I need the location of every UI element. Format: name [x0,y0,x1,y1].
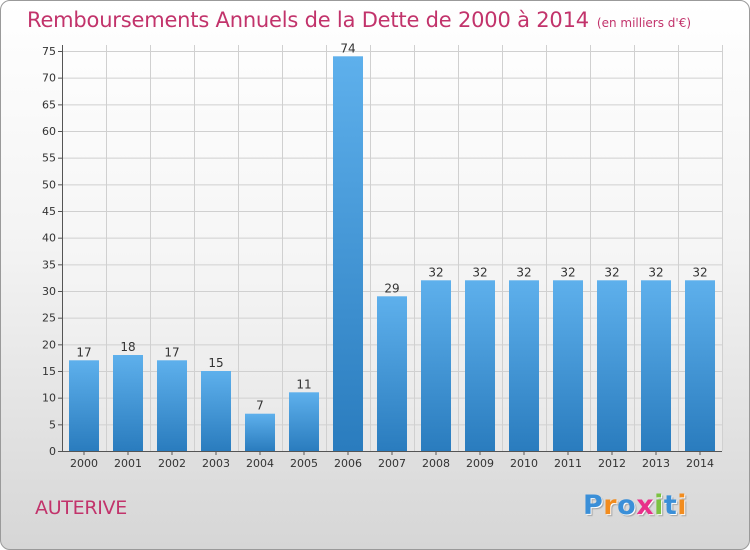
x-tick-label: 2011 [554,457,582,470]
y-tick-label: 55 [42,152,56,165]
axes: 0 5 10 15 20 25 30 35 40 45 50 55 60 65 70 75 2000 2001 20… [42,45,722,470]
bar-value-label: 32 [604,265,619,279]
logo-letter: o [617,490,637,521]
x-tick-label: 2002 [158,457,186,470]
x-tick-label: 2010 [510,457,538,470]
y-tick-label: 60 [42,125,56,138]
y-tick-label: 30 [42,285,56,298]
y-tick-label: 15 [42,365,56,378]
bar [69,360,99,451]
x-tick-label: 2009 [466,457,494,470]
bar-value-label: 74 [340,41,355,55]
x-tick-label: 2008 [422,457,450,470]
bar [245,413,275,451]
bar-value-label: 11 [296,377,311,391]
y-tick-label: 5 [49,418,56,431]
proxiti-logo[interactable]: Proxiti [583,490,687,521]
bar [421,280,451,451]
x-tick-label: 2004 [246,457,274,470]
y-tick-label: 75 [42,45,56,58]
bar-value-label: 32 [560,265,575,279]
x-tick-label: 2014 [686,457,714,470]
bar-value-label: 32 [472,265,487,279]
bar-value-label: 32 [692,265,707,279]
bar-value-label: 18 [120,340,135,354]
logo-letter: x [636,490,655,521]
x-tick-label: 2012 [598,457,626,470]
bar [641,280,671,451]
bar [465,280,495,451]
bars [69,56,715,452]
x-tick-label: 2000 [70,457,98,470]
y-tick-label: 20 [42,338,56,351]
bar-value-label: 29 [384,281,399,295]
y-tick-label: 70 [42,72,56,85]
bar [597,280,627,451]
x-tick-label: 2005 [290,457,318,470]
town-name: AUTERIVE [35,497,127,519]
bar-value-label: 32 [428,265,443,279]
y-tick-label: 50 [42,178,56,191]
x-tick-label: 2003 [202,457,230,470]
bar [289,392,319,451]
bar [553,280,583,451]
bar-value-label: 32 [516,265,531,279]
bar-value-label: 17 [76,345,91,359]
x-tick-label: 2006 [334,457,362,470]
y-tick-label: 10 [42,392,56,405]
bar [201,371,231,451]
x-tick-label: 2007 [378,457,406,470]
chart-title-main: Remboursements Annuels de la Dette de 20… [27,8,589,32]
x-tick-label: 2013 [642,457,670,470]
bar [509,280,539,451]
bar-value-label: 15 [208,356,223,370]
logo-letter: P [583,490,604,521]
chart-title: Remboursements Annuels de la Dette de 20… [27,8,691,32]
y-tick-label: 45 [42,205,56,218]
chart-title-unit: (en milliers d'€) [596,16,692,30]
logo-letter: t [663,490,678,521]
bar [377,296,407,451]
logo-letter: i [677,490,688,521]
y-tick-label: 25 [42,312,56,325]
y-tick-label: 40 [42,232,56,245]
labels: 17 18 17 15 7 11 74 29 32 32 32 32 32 32 32 [76,41,707,412]
y-tick-label: 65 [42,98,56,111]
logo-letter: i [654,490,664,521]
bar [113,355,143,451]
x-tick-label: 2001 [114,457,142,470]
bar [157,360,187,451]
bar-value-label: 7 [256,399,264,413]
bar [333,56,363,452]
bar-value-label: 17 [164,345,179,359]
y-tick-label: 0 [49,445,56,458]
bar [685,280,715,451]
bar-value-label: 32 [648,265,663,279]
y-tick-label: 35 [42,258,56,271]
logo-letter: r [603,490,618,521]
